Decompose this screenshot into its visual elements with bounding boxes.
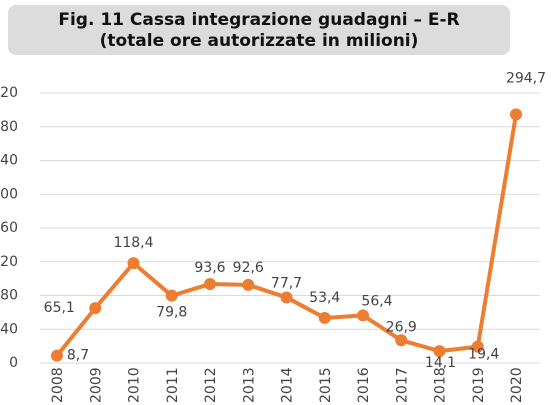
x-tick-label: 2014	[280, 367, 296, 403]
x-tick-label: 2018	[433, 367, 449, 403]
data-label: 118,4	[113, 235, 153, 251]
data-label: 53,4	[309, 290, 340, 306]
y-tick-label: 240	[0, 153, 18, 169]
data-label: 79,8	[156, 305, 187, 321]
data-point	[318, 311, 331, 324]
data-label: 26,9	[386, 319, 417, 335]
data-point	[242, 278, 255, 291]
x-tick-label: 2009	[88, 367, 104, 403]
y-tick-label: 160	[0, 220, 18, 236]
title-box	[8, 5, 510, 55]
chart-title: Fig. 11 Cassa integrazione guadagni – E-…	[58, 10, 459, 30]
data-point	[204, 278, 216, 291]
data-point	[471, 340, 484, 353]
y-tick-label: 0	[9, 355, 18, 371]
data-label: 56,4	[361, 293, 392, 309]
x-tick-label: 2012	[203, 367, 219, 403]
data-point	[433, 345, 446, 358]
data-point	[510, 108, 522, 121]
data-label: 19,4	[468, 347, 499, 363]
data-label: 93,6	[194, 260, 225, 276]
data-point	[395, 334, 408, 347]
data-label: 294,7	[506, 70, 546, 86]
y-tick-label: 40	[0, 321, 18, 337]
x-tick-label: 2020	[509, 367, 525, 403]
x-tick-label: 2015	[318, 367, 334, 403]
data-point	[165, 289, 178, 302]
x-tick-label: 2008	[50, 367, 66, 403]
x-tick-label: 2013	[241, 367, 257, 403]
data-label: 8,7	[67, 348, 89, 364]
chart-subtitle: (totale ore autorizzate in milioni)	[100, 31, 419, 51]
data-point	[280, 291, 293, 304]
data-point	[89, 302, 102, 315]
data-label: 65,1	[44, 300, 75, 316]
data-label: 77,7	[271, 275, 302, 291]
y-tick-label: 120	[0, 254, 18, 270]
data-point	[51, 349, 63, 362]
y-tick-label: 200	[0, 186, 18, 202]
x-tick-label: 2011	[165, 367, 181, 403]
data-label: 92,6	[233, 260, 264, 276]
data-point	[127, 257, 140, 270]
y-tick-label: 280	[0, 119, 18, 135]
x-tick-label: 2017	[394, 367, 410, 403]
y-tick-label: 80	[0, 288, 18, 304]
x-tick-label: 2010	[127, 367, 143, 403]
y-tick-label: 320	[0, 85, 18, 101]
x-tick-label: 2016	[356, 367, 372, 403]
x-tick-label: 2019	[471, 367, 487, 403]
data-point	[357, 309, 369, 322]
data-label: 14,1	[425, 355, 456, 371]
